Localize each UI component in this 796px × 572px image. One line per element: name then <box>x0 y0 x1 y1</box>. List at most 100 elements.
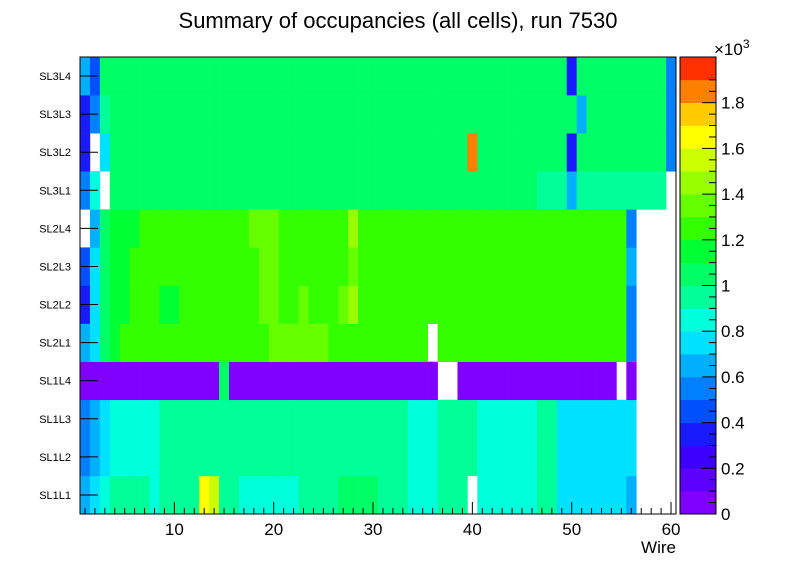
heatmap-cell <box>338 209 349 248</box>
heatmap-cell <box>308 57 319 96</box>
heatmap-cell <box>417 285 428 324</box>
heatmap-cell <box>318 323 329 362</box>
heatmap-cell <box>536 285 548 324</box>
heatmap-cell <box>378 95 389 134</box>
heatmap-cell <box>288 437 299 477</box>
heatmap-cell <box>328 133 339 172</box>
heatmap-cell <box>536 437 548 477</box>
heatmap-cell <box>209 171 220 210</box>
heatmap-cell <box>566 437 577 477</box>
heatmap-cell <box>278 361 289 401</box>
palette-swatch <box>680 331 716 355</box>
z-tick-label: 0 <box>721 505 730 524</box>
heatmap-cell <box>238 171 250 210</box>
heatmap-cell <box>358 95 369 134</box>
heatmap-cell <box>149 171 160 210</box>
heatmap-cell <box>546 361 558 401</box>
heatmap-cell <box>219 285 230 324</box>
heatmap-cell <box>308 475 319 515</box>
heatmap-cell <box>119 209 130 248</box>
heatmap-cell <box>437 437 448 477</box>
heatmap-cell <box>278 171 289 210</box>
heatmap-cell <box>457 399 468 439</box>
heatmap-cell <box>467 133 478 172</box>
heatmap-cell <box>229 57 240 96</box>
heatmap-cell <box>566 475 577 515</box>
heatmap-cell <box>129 285 140 324</box>
heatmap-cell <box>209 209 220 248</box>
heatmap-cell <box>576 247 587 286</box>
heatmap-cell <box>278 95 289 134</box>
heatmap-cell <box>209 95 220 134</box>
heatmap-cell <box>169 247 180 286</box>
heatmap-cell <box>149 361 160 401</box>
heatmap-cell <box>159 361 170 401</box>
heatmap-cell <box>387 133 399 172</box>
row-label: SL3L4 <box>39 71 71 83</box>
heatmap-cell <box>556 361 568 401</box>
heatmap-cell <box>268 57 279 96</box>
z-tick-label: 0.6 <box>721 368 745 387</box>
heatmap-cell <box>407 95 419 134</box>
heatmap-cell <box>477 323 488 362</box>
heatmap-cell <box>268 437 279 477</box>
heatmap-cell <box>308 133 319 172</box>
heatmap-cell <box>368 209 379 248</box>
heatmap-cell <box>318 475 329 515</box>
heatmap-cell <box>447 171 458 210</box>
heatmap-cell <box>209 437 220 477</box>
heatmap-cell <box>527 57 538 96</box>
heatmap-cell <box>179 247 190 286</box>
heatmap-cell <box>596 361 607 401</box>
heatmap-cell <box>378 399 389 439</box>
heatmap-cell <box>586 437 597 477</box>
heatmap-cell <box>457 57 468 96</box>
heatmap-cell <box>328 475 339 515</box>
heatmap-cell <box>318 399 329 439</box>
heatmap-cell <box>417 475 428 515</box>
heatmap-cell <box>447 285 458 324</box>
heatmap-cell <box>129 95 140 134</box>
heatmap-cell <box>596 285 607 324</box>
heatmap-cell <box>527 133 538 172</box>
heatmap-cell <box>626 247 637 286</box>
heatmap-cell <box>556 323 568 362</box>
heatmap-cell <box>248 171 260 210</box>
heatmap-cell <box>308 437 319 477</box>
heatmap-cell <box>586 361 597 401</box>
heatmap-cell <box>507 399 518 439</box>
heatmap-cell <box>219 437 230 477</box>
heatmap-cell <box>149 399 160 439</box>
heatmap-cell <box>477 209 488 248</box>
heatmap-cell <box>288 399 299 439</box>
heatmap-cell <box>457 323 468 362</box>
heatmap-cell <box>129 247 140 286</box>
heatmap-cell <box>169 95 180 134</box>
heatmap-cell <box>606 323 617 362</box>
color-palette <box>679 56 717 515</box>
heatmap-cell <box>427 399 438 439</box>
heatmap-cell <box>556 95 568 134</box>
heatmap-cell <box>427 437 438 477</box>
heatmap-cell <box>348 171 359 210</box>
heatmap-cell <box>606 247 617 286</box>
heatmap-cell <box>338 95 349 134</box>
heatmap-cell <box>616 437 627 477</box>
heatmap-cell <box>189 57 200 96</box>
heatmap-cell <box>219 247 230 286</box>
heatmap-cell <box>487 361 498 401</box>
heatmap-cell <box>159 399 170 439</box>
heatmap-cell <box>616 399 627 439</box>
heatmap-cell <box>318 247 329 286</box>
heatmap-cell <box>149 57 160 96</box>
palette-swatch <box>680 445 716 469</box>
heatmap-cell <box>387 171 399 210</box>
heatmap-cell <box>457 475 468 515</box>
heatmap-cell <box>169 57 180 96</box>
heatmap-cell <box>179 285 190 324</box>
heatmap-cell <box>437 399 448 439</box>
heatmap-cell <box>99 323 111 362</box>
heatmap-cell <box>288 285 299 324</box>
heatmap-cell <box>99 57 111 96</box>
heatmap-cell <box>427 285 438 324</box>
